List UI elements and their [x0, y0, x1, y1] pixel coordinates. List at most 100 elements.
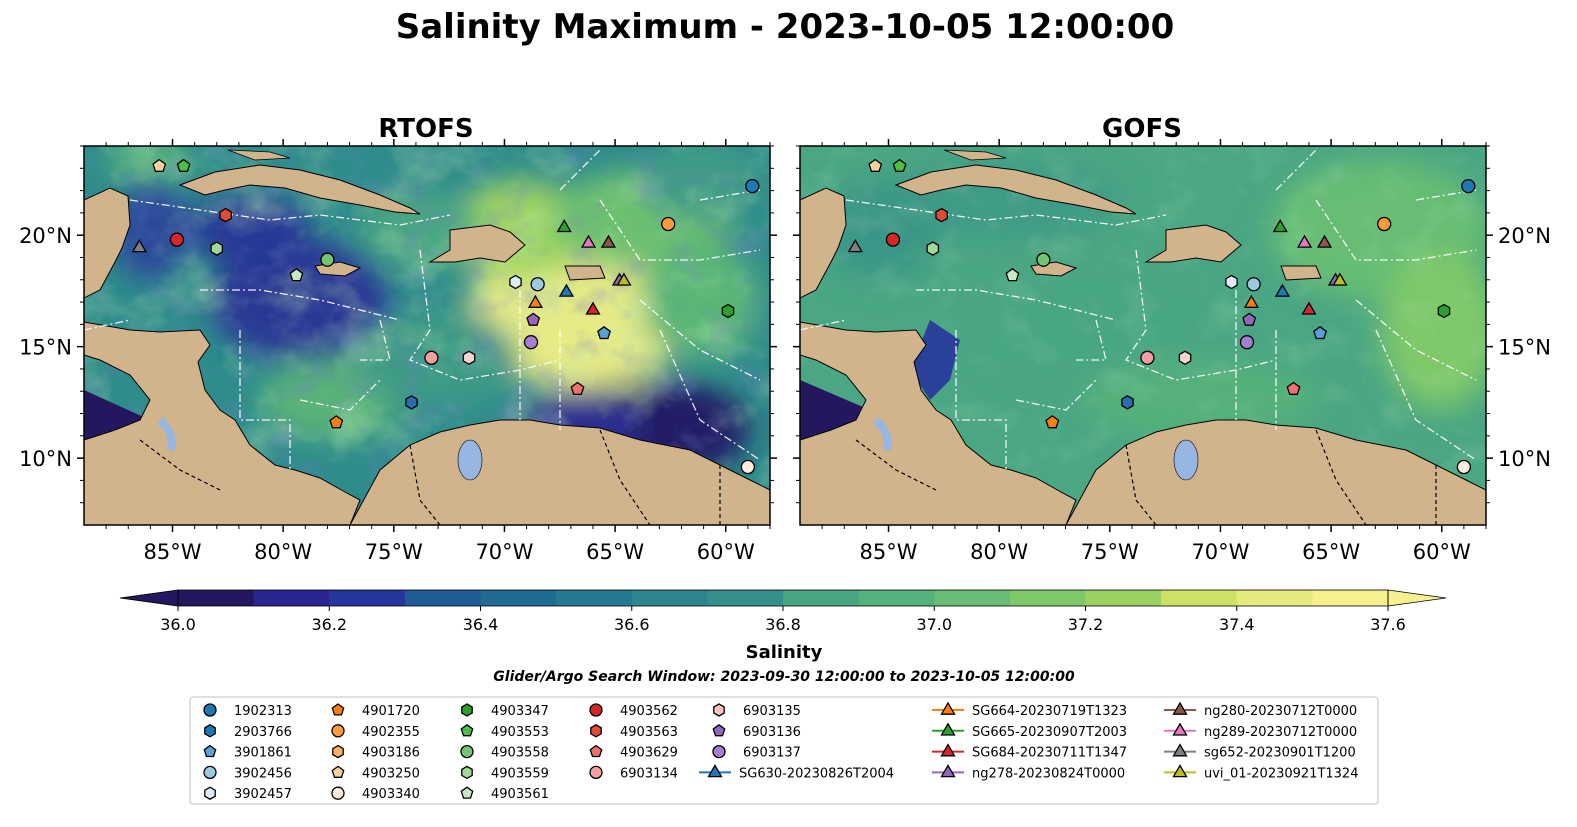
gofs-title: GOFS — [1102, 114, 1182, 144]
legend-items: 1902313 2903766 3901861 3902456 3902457 49017… — [203, 701, 1358, 802]
colorbar-segment — [1009, 590, 1086, 606]
x-tick-label: 75°W — [1081, 540, 1139, 564]
colorbar-tick-label: 37.2 — [1068, 615, 1104, 634]
marker-4903347 — [1437, 303, 1451, 319]
legend-label: SG684-20230711T1347 — [972, 746, 1127, 761]
marker-6903134b — [1178, 350, 1192, 366]
colorbar-segment — [934, 590, 1011, 606]
colorbar-segment — [1236, 590, 1313, 606]
marker-6903134b — [462, 350, 476, 366]
marker-SG665-20230907T2003 — [556, 219, 572, 233]
rtofs-panel: RTOFS — [19, 114, 777, 564]
rtofs-map — [84, 146, 770, 525]
y-tick-label: 15°N — [1498, 336, 1551, 360]
legend-marker-SG665-20230907T2003 — [940, 722, 956, 736]
marker-3902457 — [509, 274, 522, 290]
legend-label: 4903563 — [620, 725, 678, 740]
legend-label: 4903186 — [362, 746, 420, 761]
x-tick-label: 75°W — [365, 540, 423, 564]
colorbar-segment — [858, 590, 935, 606]
legend-label: 4903250 — [362, 766, 420, 781]
legend-label: 4903347 — [491, 704, 549, 719]
y-tick-label: 20°N — [19, 224, 72, 248]
legend-label: 6903135 — [743, 704, 801, 719]
legend-label: 2903766 — [234, 725, 292, 740]
legend: 1902313 2903766 3901861 3902456 3902457 49017… — [189, 696, 1379, 805]
x-tick-label: 60°W — [1413, 540, 1471, 564]
colorbar-segment — [329, 590, 406, 606]
marker-4903562 — [885, 232, 901, 247]
gofs-land — [800, 149, 1486, 525]
legend-marker-3902457 — [204, 786, 216, 800]
colorbar-tick-label: 36.4 — [463, 615, 499, 634]
colorbar-segment — [1161, 590, 1238, 606]
legend-marker-ng289-20230712T0000 — [1172, 722, 1188, 736]
search-window-text: Glider/Argo Search Window: 2023-09-30 12… — [493, 669, 1075, 685]
legend-label: 1902313 — [234, 704, 292, 719]
marker-3901861 — [1313, 325, 1327, 340]
rtofs-axis-ticks: 85°W 80°W 75°W 70°W 65°W 60°W 20°N 15°N 10°N — [19, 139, 777, 564]
marker-SG630-20230826T2004 — [558, 283, 575, 297]
gofs-markers — [847, 158, 1476, 475]
colorbar-segment — [1085, 590, 1162, 606]
figure-title: Salinity Maximum - 2023-10-05 12:00:00 — [396, 7, 1175, 47]
legend-label: 4903561 — [491, 787, 549, 802]
marker-4903561 — [1005, 267, 1020, 282]
marker-6903134 — [1140, 350, 1155, 365]
marker-1902313 — [1461, 178, 1476, 194]
marker-4903340 — [1456, 459, 1472, 475]
legend-marker-4903562 — [589, 703, 603, 717]
legend-label: 6903136 — [743, 725, 801, 740]
marker-3901861 — [597, 325, 611, 340]
x-tick-label: 60°W — [697, 540, 755, 564]
marker-4903340 — [740, 459, 756, 475]
legend-label: 4901720 — [362, 704, 420, 719]
marker-3902457 — [1225, 274, 1238, 290]
legend-marker-3901861 — [203, 744, 217, 758]
marker-uvi_01-20230921T1324 — [1332, 272, 1348, 286]
marker-SG684-20230711T1347 — [1301, 301, 1317, 315]
marker-SG664-20230719T1323 — [1243, 294, 1260, 308]
marker-6903136 — [1242, 312, 1257, 326]
legend-marker-4902355 — [331, 724, 345, 738]
colorbar-segment — [783, 590, 860, 606]
marker-SG664-20230719T1323 — [527, 294, 544, 308]
legend-marker-4903563 — [590, 724, 602, 738]
y-tick-label: 10°N — [19, 447, 72, 471]
y-tick-label: 20°N — [1498, 224, 1551, 248]
colorbar-extend-low — [119, 589, 179, 607]
marker-ng289-20230712T0000 — [1296, 234, 1313, 248]
marker-4902355 — [1377, 216, 1392, 232]
rtofs-markers — [131, 158, 760, 475]
marker-SG684-20230711T1347 — [585, 301, 601, 315]
colorbar-segment — [480, 590, 557, 606]
legend-box — [189, 696, 1379, 805]
legend-label: 3902456 — [234, 766, 292, 781]
gofs-axis-ticks: 85°W 80°W 75°W 70°W 65°W 60°W 20°N 15°N 10°N — [793, 139, 1551, 564]
legend-label: sg652-20230901T1200 — [1204, 746, 1356, 761]
marker-4901720 — [329, 415, 344, 429]
legend-label: 4903553 — [491, 725, 549, 740]
legend-marker-4903558 — [460, 744, 474, 759]
x-tick-label: 65°W — [586, 540, 644, 564]
marker-4903629 — [1286, 381, 1301, 395]
legend-marker-4903186 — [332, 744, 344, 759]
y-tick-label: 10°N — [1498, 447, 1551, 471]
legend-label: SG664-20230719T1323 — [972, 704, 1127, 719]
legend-label: ng278-20230824T0000 — [972, 766, 1125, 781]
rtofs-borders — [139, 429, 721, 525]
rtofs-land — [84, 149, 770, 525]
marker-SG630-20230826T2004 — [1274, 283, 1291, 297]
marker-2903766b — [1121, 395, 1134, 410]
x-tick-label: 65°W — [1302, 540, 1360, 564]
legend-label: ng280-20230712T0000 — [1204, 704, 1357, 719]
legend-marker-uvi_01-20230921T1324 — [1172, 764, 1188, 778]
colorbar-label: Salinity — [746, 642, 823, 663]
legend-label: 4903340 — [362, 787, 420, 802]
legend-label: 4903629 — [620, 746, 678, 761]
marker-2903766b — [405, 395, 418, 410]
colorbar-tick-label: 37.0 — [916, 615, 952, 634]
marker-uvi_01-20230921T1324 — [616, 272, 632, 286]
marker-6903136 — [526, 312, 541, 326]
colorbar-extend-high — [1387, 589, 1447, 607]
